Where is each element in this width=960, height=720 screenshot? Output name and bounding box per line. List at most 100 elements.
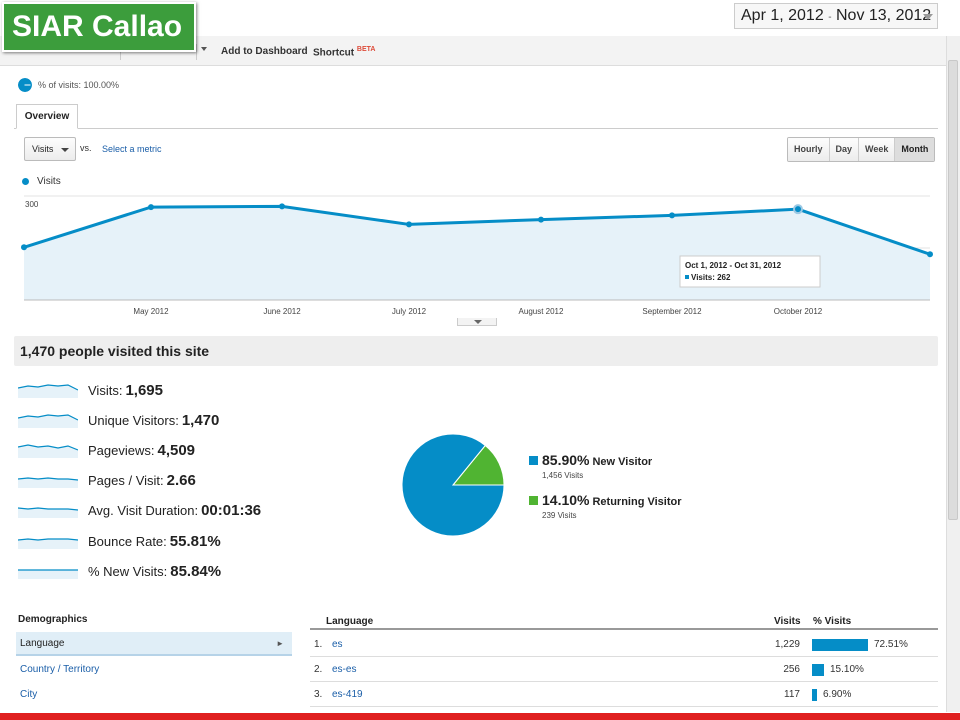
pie-legend-returning: 14.10% Returning Visitor 239 Visits: [529, 492, 682, 520]
sparkline-line: [18, 507, 78, 511]
tab-divider: [14, 128, 938, 129]
returning-visitor-label: Returning Visitor: [592, 496, 682, 508]
metric-value: 00:01:36: [201, 501, 262, 519]
toolbar-separator: [196, 44, 197, 60]
chart-legend: Visits: [22, 176, 61, 187]
granularity-day-button[interactable]: Day: [829, 138, 860, 161]
chevron-down-icon[interactable]: [201, 47, 207, 51]
sparkline-area: [18, 539, 78, 549]
segment-summary: % of visits: 100.00%: [18, 78, 119, 92]
tooltip-title: Oct 1, 2012 - Oct 31, 2012: [685, 261, 782, 270]
granularity-week-button[interactable]: Week: [859, 138, 896, 161]
metric-value: 55.81%: [169, 532, 221, 550]
sparkline-line: [18, 414, 78, 421]
returning-visitor-swatch: [529, 496, 538, 505]
visits-line: [23, 204, 931, 256]
sparkline-line: [18, 444, 78, 451]
y-tick-label: 300: [25, 200, 39, 209]
sparkline[interactable]: [18, 472, 78, 488]
chart-collapse-handle[interactable]: [457, 318, 497, 326]
row-number: 3.: [314, 689, 323, 700]
toolbar-separator: [120, 44, 121, 60]
granularity-toggle: Hourly Day Week Month: [787, 137, 936, 162]
tab-overview[interactable]: Overview: [16, 104, 78, 129]
sparkline[interactable]: [18, 563, 78, 579]
add-to-dashboard-button[interactable]: Add to Dashboard: [221, 46, 308, 57]
demographics-item-city[interactable]: City: [20, 689, 38, 700]
metric-label: Unique Visitors:: [88, 412, 179, 428]
metric-value: 1,695: [125, 381, 163, 399]
sparkline[interactable]: [18, 442, 78, 458]
sparkline-area: [18, 478, 78, 488]
language-table-header: Language Visits % Visits: [310, 612, 938, 630]
beta-tag: BETA: [356, 46, 376, 53]
pie-slice-new-visitor[interactable]: [401, 433, 505, 537]
sparkline[interactable]: [18, 502, 78, 518]
data-point[interactable]: [148, 204, 154, 211]
pct-visits-cell: 15.10%: [830, 664, 864, 675]
demographics-title: Demographics: [18, 614, 88, 625]
chevron-right-icon: ►: [276, 639, 284, 648]
date-start: Apr 1, 2012: [741, 7, 824, 24]
data-point[interactable]: [538, 216, 544, 223]
date-range-picker[interactable]: Apr 1, 2012 - Nov 13, 2012: [734, 3, 938, 29]
sparkline[interactable]: [18, 412, 78, 428]
data-point[interactable]: [927, 251, 933, 258]
new-visitor-pct: 85.90%: [542, 452, 590, 468]
visitor-type-pie-chart[interactable]: [400, 432, 506, 538]
tooltip-swatch: [685, 275, 689, 279]
data-point[interactable]: [279, 203, 285, 210]
visits-cell: 1,229: [774, 639, 800, 650]
sparkline-area: [18, 385, 78, 398]
metric-value: 2.66: [166, 471, 196, 489]
x-tick-label: May 2012: [133, 307, 169, 316]
metric-dropdown[interactable]: Visits: [24, 137, 76, 161]
x-tick-label: September 2012: [642, 307, 702, 316]
metric-row: % New Visits: 85.84%: [18, 559, 221, 583]
language-link[interactable]: es-es: [332, 664, 357, 675]
chevron-down-icon: [61, 148, 69, 152]
data-point[interactable]: [406, 221, 412, 228]
metric-row: Visits: 1,695: [18, 378, 163, 402]
demographics-item-country[interactable]: Country / Territory: [20, 664, 100, 675]
sparkline-line: [18, 384, 78, 391]
shortcut-button[interactable]: Shortcut BETA: [313, 46, 375, 58]
row-number: 2.: [314, 664, 323, 675]
sparkline-area: [18, 570, 78, 579]
x-tick-label: October 2012: [774, 307, 823, 316]
new-visitor-visits: 1,456 Visits: [542, 471, 584, 480]
metric-row: Avg. Visit Duration: 00:01:36: [18, 498, 261, 522]
chart-tooltip: [679, 255, 821, 288]
new-visitor-label: New Visitor: [592, 456, 653, 468]
data-point[interactable]: [21, 244, 27, 251]
select-metric-link[interactable]: Select a metric: [102, 144, 162, 154]
tooltip-value: Visits: 262: [691, 273, 731, 282]
header-language: Language: [326, 616, 374, 627]
language-row: 2. es-es 256 15.10%: [310, 657, 938, 682]
metric-value: 4,509: [157, 441, 196, 459]
sparkline[interactable]: [18, 382, 78, 398]
scrollbar-thumb[interactable]: [948, 60, 958, 520]
data-point[interactable]: [793, 204, 803, 215]
metric-value: 1,470: [181, 411, 220, 429]
metric-label: Avg. Visit Duration:: [88, 502, 199, 518]
sparkline-area: [18, 415, 78, 428]
demographics-item-language[interactable]: Language ►: [16, 632, 292, 656]
metric-row: Unique Visitors: 1,470: [18, 408, 219, 432]
footer-accent-line: [0, 713, 960, 720]
granularity-month-button[interactable]: Month: [895, 138, 935, 161]
visits-cell: 256: [783, 664, 800, 675]
granularity-hourly-button[interactable]: Hourly: [788, 138, 830, 161]
sparkline[interactable]: [18, 533, 78, 549]
returning-visitor-pct: 14.10%: [542, 492, 590, 508]
pie-chart-icon: [18, 78, 32, 92]
language-link[interactable]: es-419: [332, 689, 363, 700]
shortcut-label: Shortcut: [313, 47, 355, 59]
metric-label: Bounce Rate:: [88, 533, 167, 549]
site-badge: SIAR Callao: [2, 2, 196, 52]
data-point[interactable]: [669, 212, 675, 219]
language-link[interactable]: es: [332, 639, 343, 650]
metric-row: Bounce Rate: 55.81%: [18, 529, 221, 553]
